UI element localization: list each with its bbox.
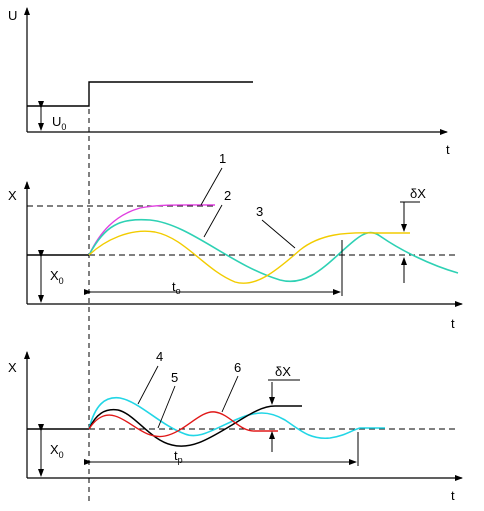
u-axis-label: U — [8, 8, 17, 23]
t-axis-label-bottom: t — [451, 488, 455, 503]
curve-4-label: 4 — [156, 349, 163, 364]
curve-2-label: 2 — [224, 188, 231, 203]
delta-x-label-middle: δX — [410, 186, 426, 201]
middle-panel: X t X0 δX tо 1 2 3 — [8, 151, 463, 331]
t-axis-label-top: t — [446, 142, 450, 157]
curve-6-label: 6 — [234, 360, 241, 375]
curve-5-oscillating — [88, 405, 302, 447]
bottom-panel: X t X0 δX tр 4 5 6 — [8, 349, 463, 503]
curve-5-label: 5 — [171, 370, 178, 385]
curve-3-oscillating — [88, 230, 410, 284]
leader-curve-1 — [200, 167, 223, 206]
leader-curve-6 — [221, 375, 239, 413]
input-step-signal — [27, 81, 253, 107]
x-axis-label-bottom: X — [8, 360, 17, 375]
curve-6-oscillating — [88, 411, 278, 438]
curve-4-oscillating — [88, 396, 385, 440]
u0-label: U0 — [52, 114, 66, 132]
x0-label-middle: X0 — [50, 268, 64, 286]
x-axis-label-middle: X — [8, 188, 17, 203]
settling-time-label-middle: tо — [172, 279, 181, 296]
leader-curve-4 — [137, 365, 159, 405]
settling-time-label-bottom: tр — [174, 448, 183, 465]
curve-1-label: 1 — [219, 151, 226, 166]
curve-1-aperiodic — [88, 204, 216, 256]
leader-curve-2 — [203, 204, 223, 238]
leader-curve-3 — [261, 219, 296, 249]
leader-curve-5 — [157, 385, 176, 429]
x0-label-bottom: X0 — [50, 442, 64, 460]
input-panel: U t U0 — [8, 7, 450, 157]
delta-x-label-bottom: δX — [275, 364, 291, 379]
curve-2-damped — [88, 218, 459, 283]
t-axis-label-middle: t — [451, 316, 455, 331]
curve-3-label: 3 — [256, 204, 263, 219]
